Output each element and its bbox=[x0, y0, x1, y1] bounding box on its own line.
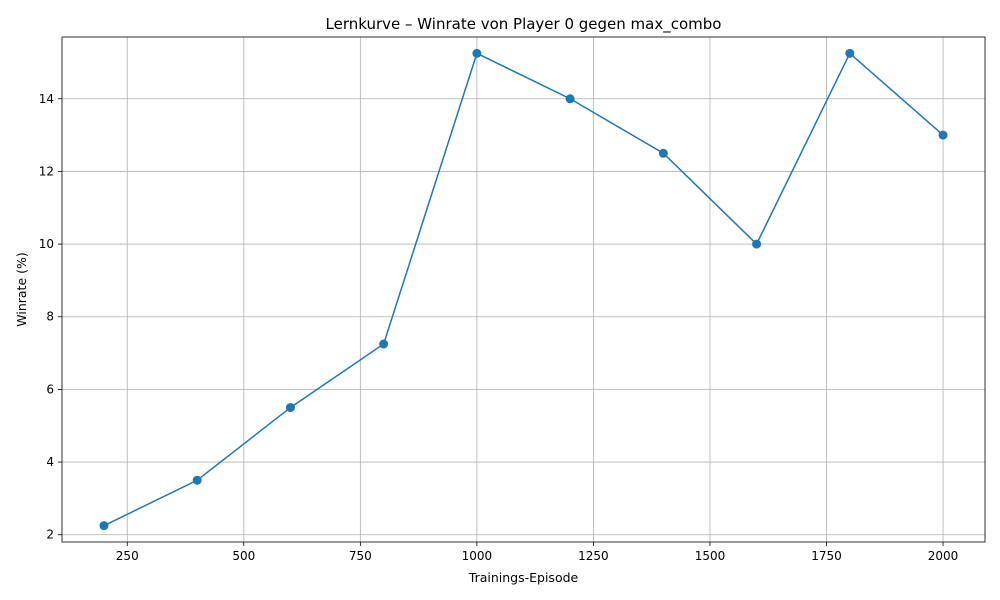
grid bbox=[62, 37, 985, 542]
data-point bbox=[565, 94, 575, 104]
x-tick-label: 250 bbox=[116, 549, 139, 563]
x-tick-label: 1750 bbox=[811, 549, 842, 563]
x-tick-label: 750 bbox=[349, 549, 372, 563]
y-tick-label: 2 bbox=[46, 528, 54, 542]
data-point bbox=[845, 48, 855, 58]
x-axis-ticks: 250 500 750 1000 1250 1500 1750 2000 bbox=[116, 542, 959, 563]
data-point bbox=[379, 339, 389, 349]
plot-frame bbox=[61, 36, 986, 543]
data-point bbox=[285, 403, 295, 413]
data-point bbox=[752, 239, 762, 249]
y-tick-label: 4 bbox=[46, 455, 54, 469]
x-tick-label: 1250 bbox=[578, 549, 609, 563]
data-point bbox=[938, 130, 948, 140]
x-axis-label: Trainings-Episode bbox=[468, 570, 579, 585]
x-tick-label: 2000 bbox=[928, 549, 959, 563]
y-axis-label: Winrate (%) bbox=[14, 252, 29, 326]
data-point bbox=[658, 148, 668, 158]
series-line bbox=[103, 52, 944, 527]
data-point bbox=[192, 475, 202, 485]
y-tick-label: 12 bbox=[39, 164, 54, 178]
y-tick-label: 14 bbox=[39, 92, 54, 106]
x-tick-label: 1000 bbox=[462, 549, 493, 563]
y-tick-label: 10 bbox=[39, 237, 54, 251]
x-tick-label: 500 bbox=[232, 549, 255, 563]
chart-title: Lernkurve – Winrate von Player 0 gegen m… bbox=[326, 15, 722, 34]
y-axis-ticks: 2 4 6 8 10 12 14 bbox=[39, 92, 62, 542]
series-layer bbox=[99, 48, 948, 531]
data-point bbox=[99, 521, 109, 531]
x-tick-label: 1500 bbox=[695, 549, 726, 563]
y-tick-label: 6 bbox=[46, 382, 54, 396]
data-point bbox=[472, 48, 482, 58]
y-tick-label: 8 bbox=[46, 310, 54, 324]
